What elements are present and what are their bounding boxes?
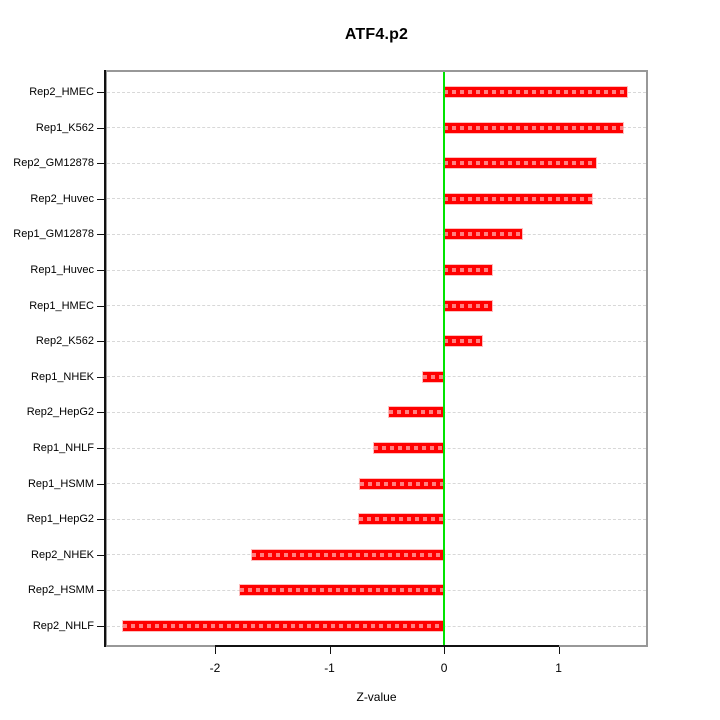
y-axis-tick (97, 234, 105, 236)
y-axis-tick (97, 198, 105, 200)
bar (444, 265, 493, 275)
grid-line (107, 233, 646, 235)
y-axis-tick (97, 92, 105, 93)
bar-stripe (123, 624, 445, 628)
y-axis-tick (97, 163, 105, 165)
grid-line (107, 411, 646, 413)
bar-stripe (240, 588, 445, 593)
x-axis-tick-label: -2 (209, 661, 221, 675)
bar-stripe (360, 481, 445, 486)
y-axis-tick (97, 590, 105, 592)
y-axis-tick (97, 412, 105, 414)
bar (374, 443, 445, 453)
x-axis-tick (329, 647, 331, 654)
y-axis-label: Rep1_Huvec (30, 264, 94, 276)
bar-stripe (444, 161, 597, 166)
chart-title: ATF4.p2 (344, 26, 409, 43)
bar-stripe (444, 303, 493, 308)
bar-stripe (444, 125, 623, 130)
y-axis-tick (97, 554, 105, 556)
y-axis-tick (97, 127, 105, 129)
y-axis-tick (97, 270, 105, 271)
bar (444, 122, 623, 133)
bar-stripe (444, 196, 592, 201)
y-axis-label: Rep2_K562 (35, 335, 94, 348)
grid-line (107, 269, 646, 271)
y-axis-line (104, 70, 106, 647)
bar (360, 478, 445, 489)
y-axis-label: Rep1_HepG2 (26, 513, 94, 526)
plot-area (105, 70, 648, 647)
y-axis-label: Rep2_HepG2 (26, 406, 94, 419)
x-axis-tick (444, 647, 446, 654)
x-axis-title: Z-value (356, 690, 397, 704)
bar (423, 371, 445, 382)
grid-line (107, 305, 646, 307)
bar (389, 407, 445, 418)
bar-stripe (374, 446, 445, 450)
bar (123, 621, 445, 631)
bar (444, 193, 592, 204)
bar (444, 229, 522, 240)
bar (240, 585, 445, 596)
x-axis-tick (214, 647, 216, 654)
grid-line (107, 340, 646, 342)
bar-stripe (444, 232, 522, 237)
y-axis-tick (97, 305, 105, 307)
zero-line (443, 72, 446, 645)
y-axis-label: Rep2_HSMM (27, 584, 94, 597)
y-axis-label: Rep1_HMEC (29, 299, 94, 312)
y-axis-label: Rep2_HMEC (29, 86, 94, 98)
bar (444, 336, 482, 347)
y-axis-tick (97, 448, 105, 449)
grid-line (107, 127, 646, 129)
grid-line (107, 91, 646, 93)
bar (359, 514, 445, 525)
grid-line (107, 376, 646, 378)
bar (444, 87, 628, 97)
y-axis-label: Rep1_GM12878 (13, 228, 94, 241)
y-axis-label: Rep1_NHEK (31, 370, 94, 383)
y-axis-label: Rep1_NHLF (32, 442, 94, 454)
grid-line (107, 162, 646, 164)
bar-stripe (444, 339, 482, 344)
bar-stripe (444, 268, 493, 272)
y-axis-label: Rep2_Huvec (30, 192, 94, 205)
x-axis-tick-label: -1 (324, 661, 335, 675)
x-axis-tick-label: 0 (440, 661, 448, 675)
y-axis-tick (97, 341, 105, 343)
y-axis-tick (97, 376, 105, 378)
y-axis-label: Rep2_NHLF (32, 620, 94, 632)
y-axis-label: Rep1_K562 (35, 121, 94, 134)
x-axis-line (214, 645, 559, 647)
grid-line (107, 198, 646, 200)
bar-stripe (444, 90, 628, 94)
y-axis-tick (97, 626, 105, 627)
bar (444, 158, 597, 169)
bar-stripe (389, 410, 445, 415)
bar (251, 549, 445, 560)
bar-stripe (251, 552, 445, 557)
y-axis-label: Rep2_GM12878 (13, 157, 94, 170)
bar-stripe (423, 374, 445, 379)
x-axis-tick (558, 647, 560, 654)
x-axis-tick-label: 1 (555, 661, 562, 675)
y-axis-label: Rep1_HSMM (27, 477, 94, 490)
y-axis-tick (97, 483, 105, 485)
bar-stripe (359, 517, 445, 522)
y-axis-label: Rep2_NHEK (31, 548, 94, 561)
bar (444, 300, 493, 311)
y-axis-tick (97, 519, 105, 521)
